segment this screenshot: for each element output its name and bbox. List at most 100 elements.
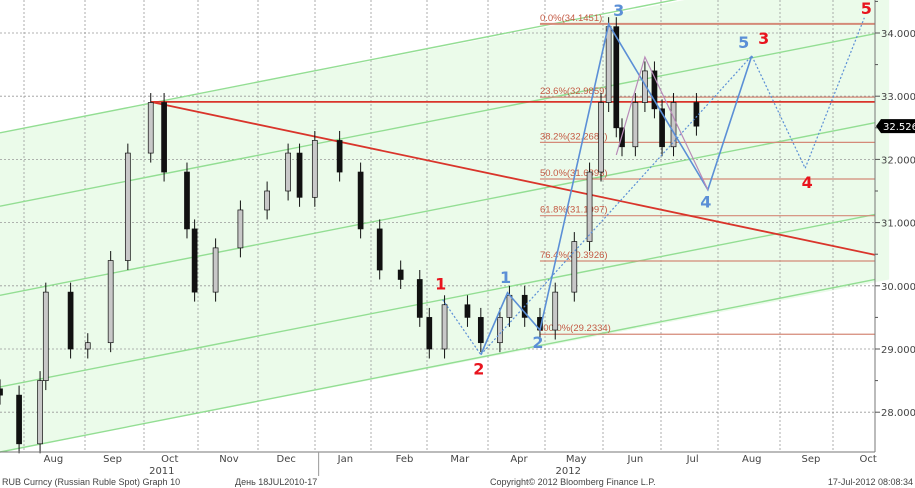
wave-label-red: 4	[802, 173, 813, 192]
channel-fill	[0, 0, 890, 453]
x-tick-label: Jan	[337, 454, 353, 465]
candle	[605, 26, 612, 103]
y-tick-label: 29.0000	[881, 345, 915, 356]
y-tick-label: 28.0000	[881, 408, 915, 419]
candle	[651, 70, 658, 110]
candle	[397, 269, 404, 280]
channel-line	[0, 0, 678, 134]
wave-label-red: 1	[435, 275, 446, 294]
candle	[237, 209, 244, 249]
copyright: Copyright© 2012 Bloomberg Finance L.P.	[490, 477, 656, 487]
candle	[441, 304, 448, 350]
fib-label: 100.0%(29.2334)	[538, 323, 611, 334]
channel-lines	[0, 0, 876, 453]
candle	[296, 152, 303, 198]
fib-label: 23.6%(32.9859)	[540, 86, 608, 97]
x-tick-label: Mar	[450, 454, 470, 465]
year-label: 2012	[555, 466, 580, 477]
x-tick-label: Aug	[44, 454, 64, 465]
candle	[497, 317, 503, 344]
candles	[0, 17, 700, 454]
x-tick-label: Apr	[510, 454, 528, 465]
red-wave-path	[442, 299, 482, 356]
x-tick-label: May	[566, 454, 587, 465]
candle	[632, 102, 639, 148]
wave-label-blue: 1	[500, 268, 511, 287]
candle	[107, 260, 114, 344]
candle	[37, 380, 43, 445]
candle	[670, 102, 677, 148]
last-price-tag	[876, 119, 915, 134]
x-tick-label: Oct	[859, 454, 876, 465]
candle	[571, 241, 578, 293]
candle	[184, 171, 190, 230]
x-tick-label: Jul	[686, 454, 699, 465]
x-tick-label: Oct	[161, 454, 178, 465]
fib-label: 38.2%(32.2688)	[540, 131, 608, 142]
candle	[613, 26, 620, 129]
candle	[477, 317, 484, 344]
candle	[124, 152, 131, 261]
wave-label-red: 3	[758, 29, 769, 48]
channel-line	[0, 278, 876, 453]
wave-label-blue: 5	[738, 33, 749, 52]
candle	[586, 171, 593, 242]
trend-line	[150, 101, 876, 256]
y-tick-label: 30.0000	[881, 282, 915, 293]
candle	[659, 108, 665, 148]
candle	[376, 228, 383, 271]
candle	[552, 291, 559, 331]
candle	[67, 291, 74, 350]
pink-wave-path	[615, 55, 709, 190]
fib-label: 0.0%(34.1451)	[540, 13, 602, 24]
candle	[264, 190, 270, 211]
candle	[0, 388, 3, 396]
x-tick-label: Nov	[219, 454, 239, 465]
candle	[426, 317, 433, 350]
y-tick-label: 34.0000	[881, 29, 915, 40]
candle	[212, 247, 219, 293]
x-tick-label: Aug	[742, 454, 762, 465]
fib-label: 50.0%(31.6893)	[540, 168, 608, 179]
x-tick-label: Sep	[103, 454, 122, 465]
candle	[147, 102, 154, 154]
candle	[464, 304, 471, 318]
grid	[0, 0, 875, 452]
x-tick-label: Sep	[801, 454, 820, 465]
year-label: 2011	[149, 466, 174, 477]
candle	[506, 294, 513, 318]
candle	[642, 70, 648, 103]
candle	[16, 394, 22, 445]
y-tick-label: 32.0000	[881, 155, 915, 166]
wave-label-blue: 3	[613, 1, 624, 20]
blue-wave-path	[480, 22, 753, 356]
x-tick-label: Dec	[277, 454, 296, 465]
candle	[416, 279, 423, 318]
candle	[42, 291, 49, 381]
channel-line	[0, 32, 876, 207]
channel-line	[0, 213, 876, 388]
fib-label: 61.8%(31.1097)	[540, 205, 608, 216]
wave-label-blue: 4	[700, 193, 711, 212]
candle	[84, 342, 91, 350]
channel-line	[0, 122, 876, 296]
security-title: RUB Curncy (Russian Ruble Spot) Graph 10	[2, 477, 180, 487]
candle	[191, 228, 198, 293]
y-tick-label: 33.0000	[881, 92, 915, 103]
wave-label-red: 2	[473, 360, 484, 379]
candle	[357, 171, 364, 230]
candle	[598, 102, 604, 173]
wave-label-blue: 2	[532, 333, 543, 352]
wave-annotations: 1 2 3 4 5 1 2 3 4 5	[435, 0, 872, 379]
candle	[311, 140, 318, 198]
timestamp: 17-Jul-2012 08:08:34	[828, 477, 913, 487]
axes: 34.0000 33.0000 32.0000 31.0000 30.0000 29.00…	[0, 0, 915, 477]
projected-wave-path	[480, 17, 865, 356]
trend-lines	[150, 100, 876, 256]
last-price-label: 32.5260	[883, 122, 915, 133]
x-tick-label: Jun	[627, 454, 644, 465]
channel-fill-area	[0, 0, 890, 453]
wave-label-red: 5	[861, 0, 872, 18]
candle	[285, 152, 291, 192]
